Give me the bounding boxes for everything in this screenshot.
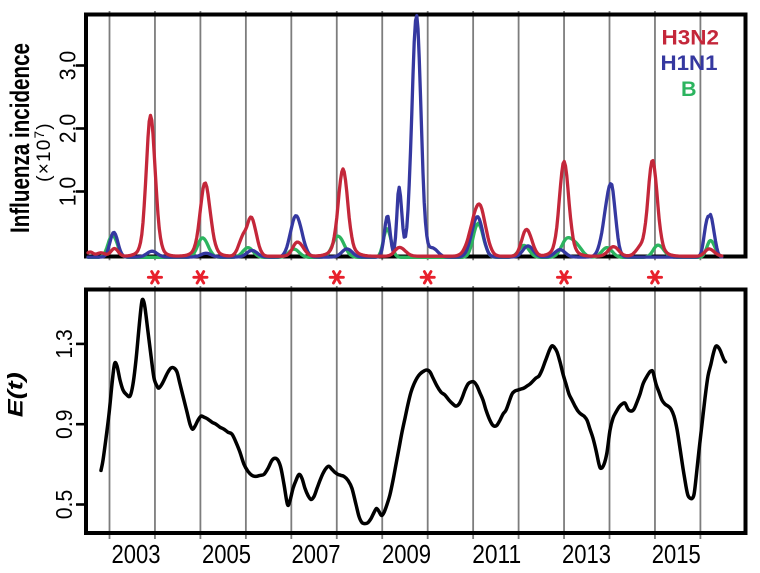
svg-text:0.5: 0.5 (51, 490, 77, 520)
svg-text:1.3: 1.3 (51, 329, 77, 359)
svg-text:E(t): E(t) (5, 372, 28, 417)
svg-text:2013: 2013 (562, 539, 611, 569)
svg-text:B: B (681, 77, 697, 101)
svg-text:2015: 2015 (652, 539, 701, 569)
svg-text:1.0: 1.0 (54, 177, 80, 207)
svg-text:2003: 2003 (112, 539, 161, 569)
svg-text:H1N1: H1N1 (661, 51, 718, 75)
svg-text:Influenza incidence: Influenza incidence (5, 43, 35, 233)
svg-text:2005: 2005 (202, 539, 251, 569)
svg-text:2007: 2007 (292, 539, 341, 569)
svg-text:2009: 2009 (382, 539, 431, 569)
svg-text:2011: 2011 (472, 539, 521, 569)
svg-text:3.0: 3.0 (54, 51, 80, 81)
svg-text:H3N2: H3N2 (662, 26, 720, 50)
svg-text:2.0: 2.0 (54, 114, 80, 144)
svg-text:0.9: 0.9 (51, 409, 77, 439)
